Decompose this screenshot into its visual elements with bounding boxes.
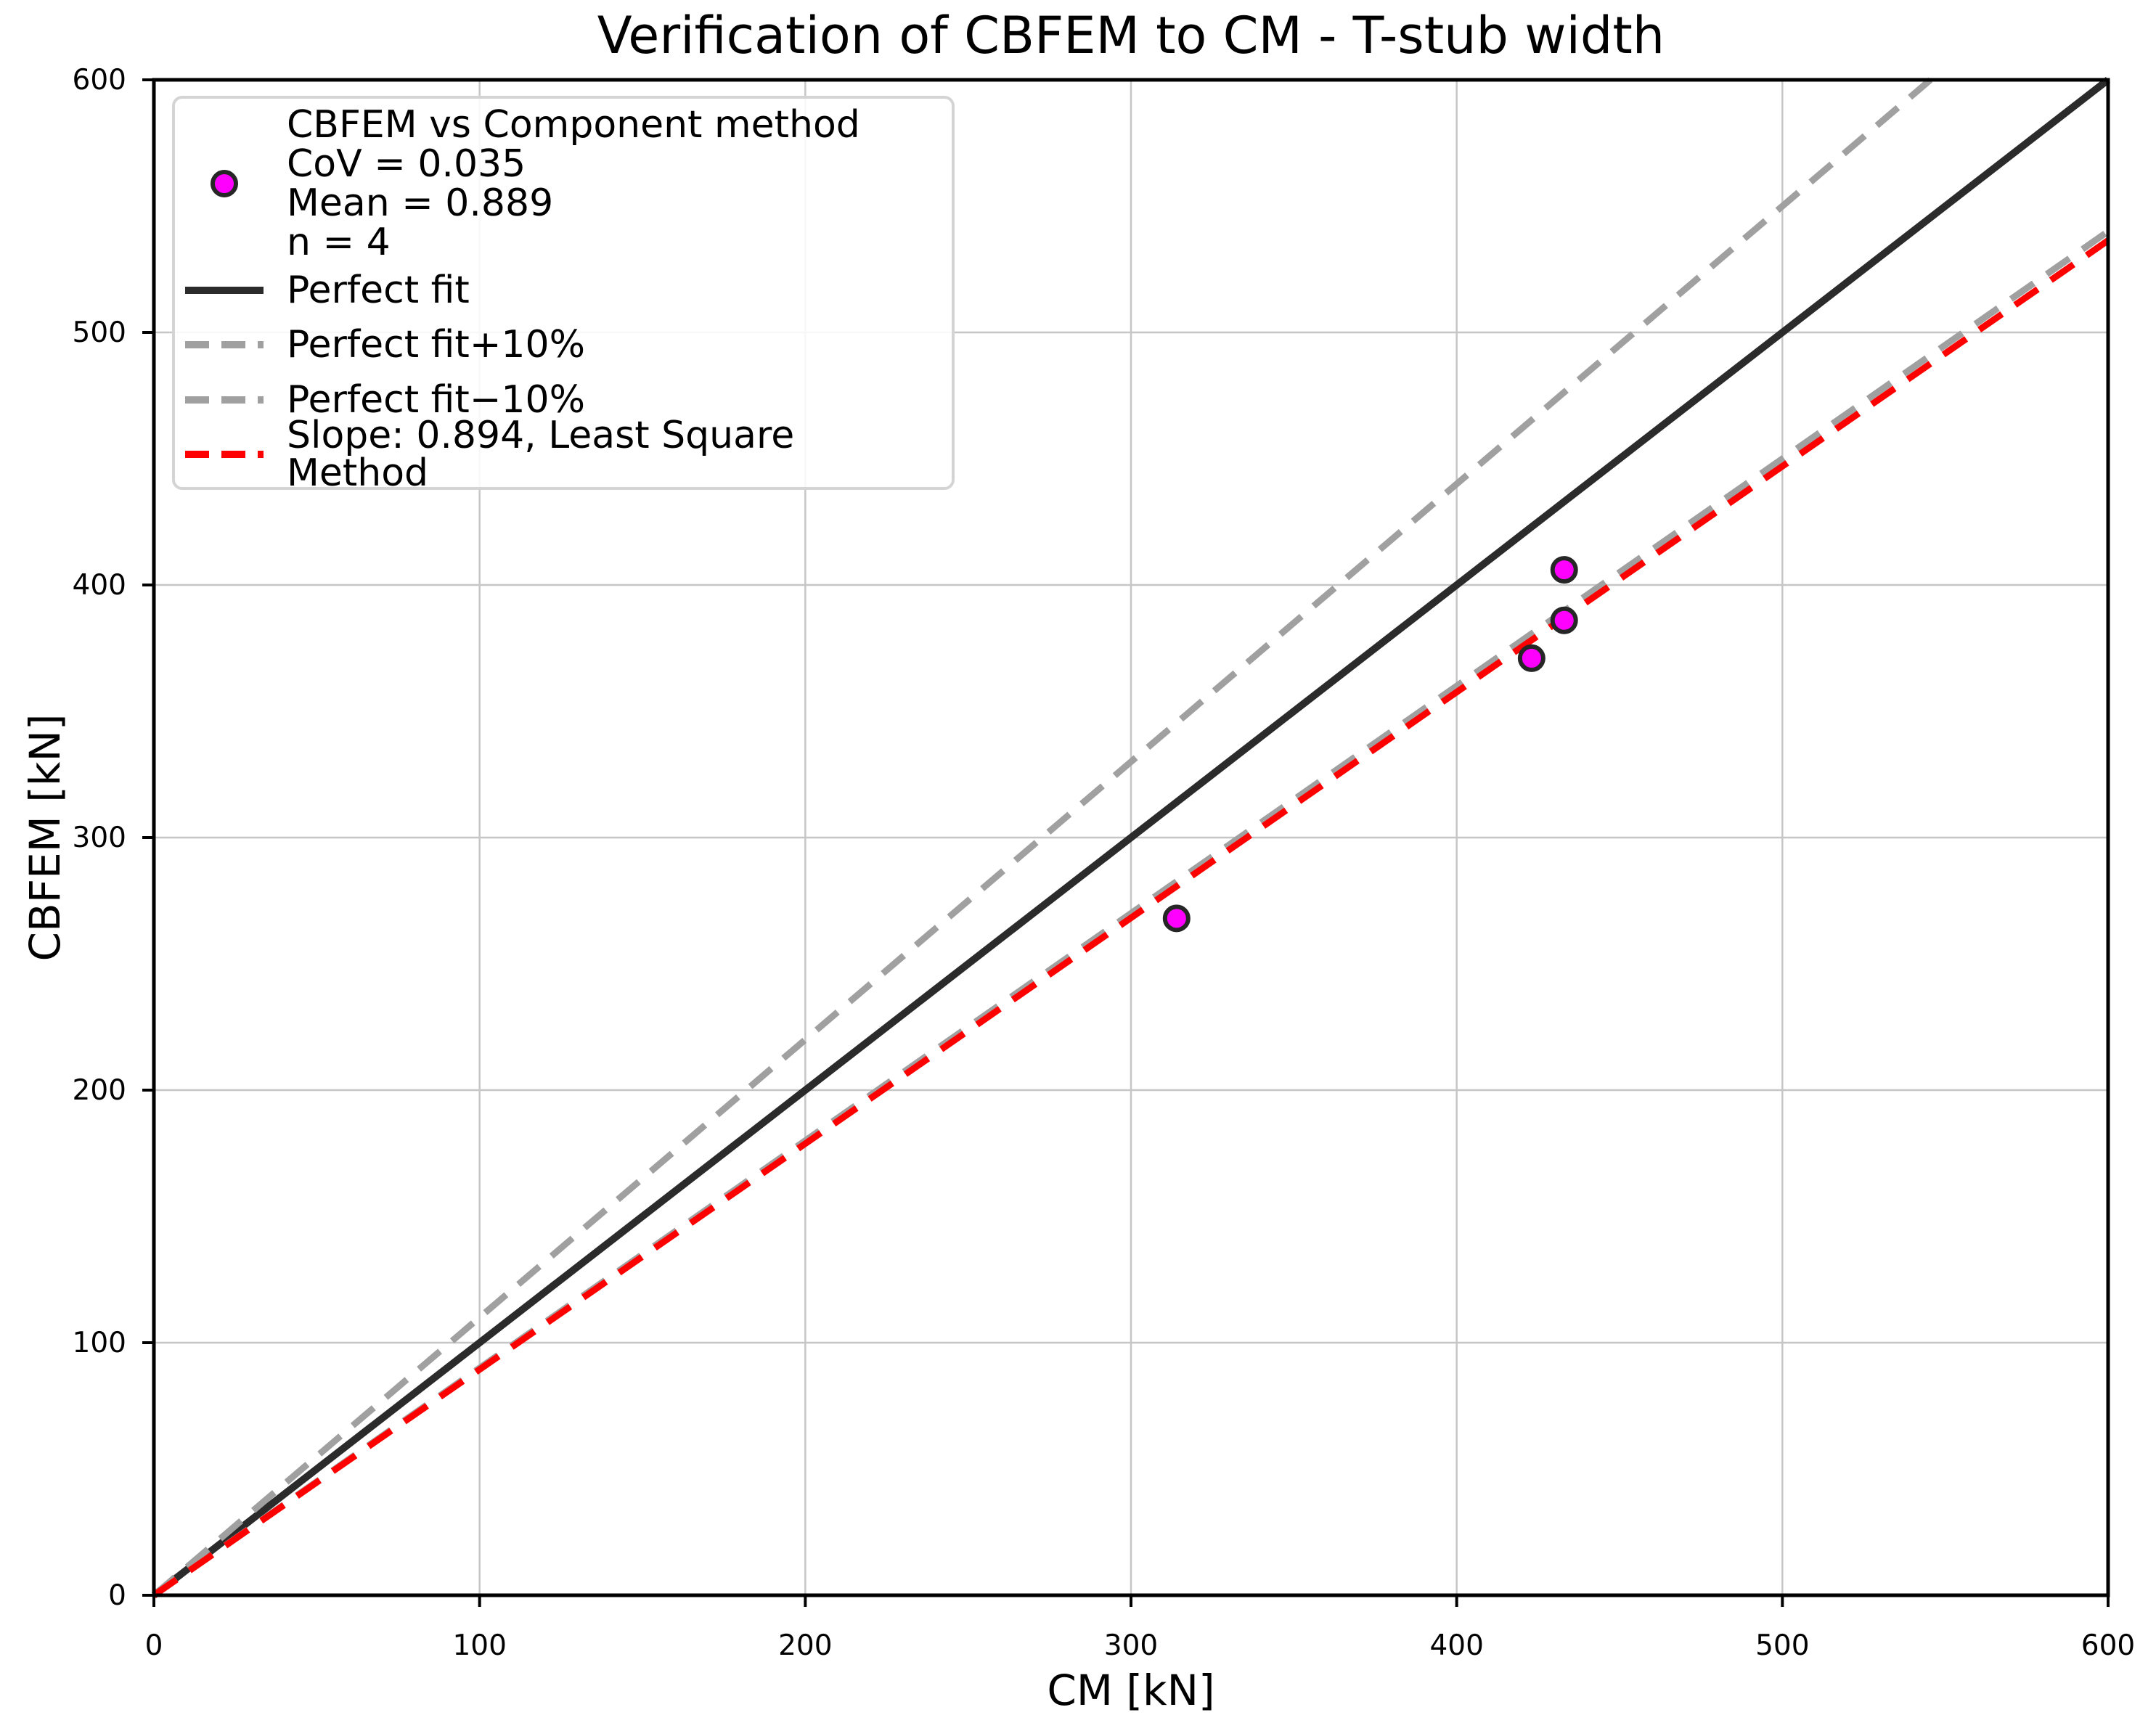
data-point-4 (1550, 556, 1578, 584)
data-point-3 (1550, 606, 1578, 634)
legend-scatter-line-mean: Mean = 0.889 (287, 181, 554, 226)
y-tick-label-100: 100 (73, 1327, 126, 1359)
chart-title: Verification of CBFEM to CM - T-stub wid… (597, 6, 1665, 65)
x-tick-label-100: 100 (452, 1629, 506, 1662)
legend-entry-perfect-fit: Perfect fit (182, 264, 944, 316)
legend-perfect-fit-plus10-handle (182, 341, 266, 349)
legend-entry-scatter: CBFEM vs Component method CoV = 0.035 Me… (182, 105, 944, 262)
legend-perfect-fit-minus10-label: Perfect fit−10% (287, 377, 585, 422)
y-tick-label-0: 0 (108, 1579, 126, 1612)
x-tick-label-400: 400 (1429, 1629, 1483, 1662)
legend-scatter-line-title: CBFEM vs Component method (287, 103, 860, 147)
x-tick-label-0: 0 (145, 1629, 163, 1662)
plot-border (152, 78, 2110, 1597)
legend-swatch-perfect-fit (185, 287, 264, 295)
legend-scatter-line-n: n = 4 (287, 221, 391, 265)
legend-least-square-label: Slope: 0.894, Least Square Method (287, 413, 795, 495)
legend-scatter-marker-icon (211, 170, 238, 198)
data-point-1 (1162, 904, 1191, 933)
x-tick-label-300: 300 (1104, 1629, 1158, 1662)
legend-least-square-handle (182, 450, 266, 458)
legend-entry-least-square: Slope: 0.894, Least Square Method (182, 417, 944, 492)
y-tick-label-600: 600 (73, 64, 126, 97)
legend-entry-perfect-fit-minus10: Perfect fit−10% (182, 374, 944, 426)
least-square-fit-line (152, 237, 2110, 1598)
legend-scatter-line-cov: CoV = 0.035 (287, 142, 526, 187)
y-axis-label: CBFEM [kN] (20, 713, 70, 962)
y-tick-label-200: 200 (73, 1074, 126, 1107)
legend-swatch-perfect-fit-plus10 (185, 341, 264, 349)
x-axis-label: CM [kN] (1047, 1666, 1215, 1715)
legend-perfect-fit-plus10-label: Perfect fit+10% (287, 323, 585, 367)
y-tick-label-300: 300 (73, 822, 126, 854)
x-tick-label-600: 600 (2081, 1629, 2135, 1662)
x-tick-label-200: 200 (778, 1629, 832, 1662)
legend-entry-perfect-fit-plus10: Perfect fit+10% (182, 319, 944, 371)
legend-scatter-handle (182, 170, 266, 198)
perfect-fit-line (151, 77, 2111, 1598)
legend-swatch-perfect-fit-minus10 (185, 396, 264, 404)
y-tick-label-400: 400 (73, 569, 126, 602)
x-tick-label-500: 500 (1755, 1629, 1809, 1662)
data-point-2 (1517, 644, 1545, 672)
legend-perfect-fit-minus10-handle (182, 396, 266, 404)
y-tick-label-500: 500 (73, 316, 126, 349)
legend-perfect-fit-handle (182, 287, 266, 295)
legend-scatter-label: CBFEM vs Component method CoV = 0.035 Me… (287, 105, 860, 262)
legend-perfect-fit-label: Perfect fit (287, 269, 470, 313)
legend-swatch-least-square (185, 450, 264, 458)
legend: CBFEM vs Component method CoV = 0.035 Me… (172, 96, 955, 492)
